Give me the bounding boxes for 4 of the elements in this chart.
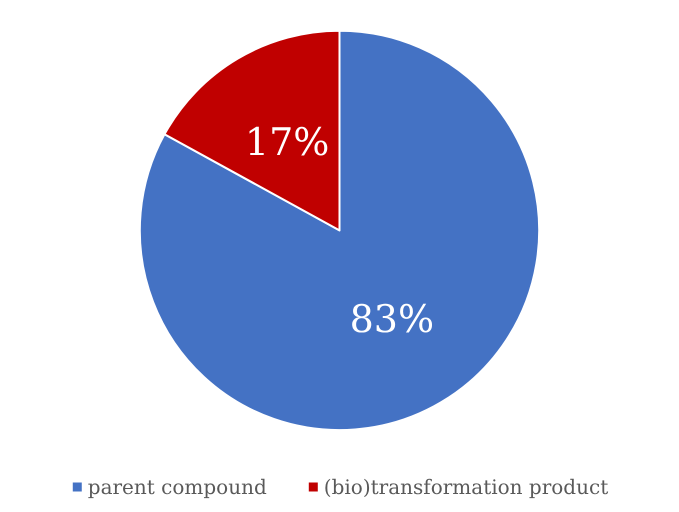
data-label: 17% [244, 120, 330, 164]
legend-label: (bio)transformation product [324, 475, 608, 499]
data-label: 83% [350, 296, 434, 341]
legend-label: parent compound [88, 475, 267, 499]
